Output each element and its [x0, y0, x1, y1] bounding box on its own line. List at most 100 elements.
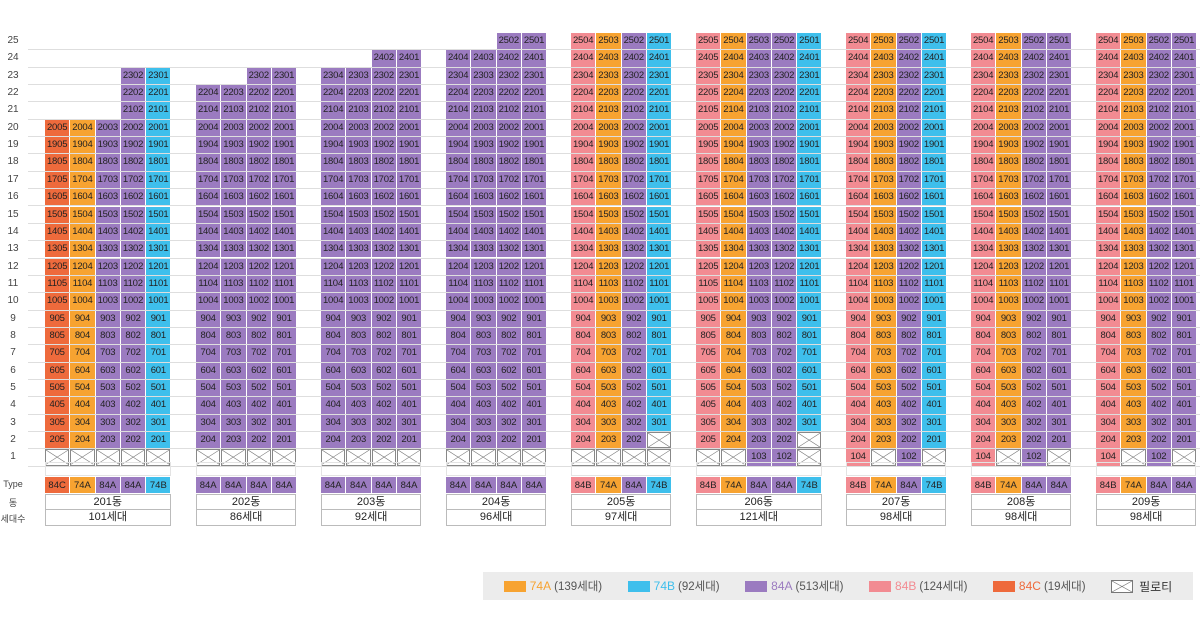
unit-cell: 604 [571, 362, 596, 379]
unit-cell: 803 [346, 327, 371, 345]
unit-cell: 1904 [721, 137, 746, 154]
unit-cell: 401 [921, 397, 947, 414]
unit-cell: 1202 [1146, 258, 1171, 275]
unit-cell: 601 [396, 362, 422, 379]
unit-cell: 1504 [971, 206, 996, 223]
unit-cell: 702 [496, 345, 521, 362]
unit-type-cell: 74A [70, 477, 95, 493]
unit-cell: 302 [246, 414, 271, 431]
unit-cell: 1102 [1146, 275, 1171, 293]
unit-cell: 1002 [896, 293, 921, 310]
unit-cell: 1105 [45, 275, 70, 293]
unit-cell: 1203 [221, 258, 246, 275]
unit-cell: 804 [571, 327, 596, 345]
unit-cell: 2501 [921, 33, 947, 50]
unit-cell: 1804 [196, 154, 221, 171]
unit-cell: 804 [846, 327, 871, 345]
floor-gridline [28, 448, 1200, 450]
unit-cell: 204 [321, 432, 346, 449]
unit-cell: 1303 [596, 241, 621, 258]
unit-type-cell: 74B [921, 477, 947, 493]
unit-cell: 2101 [396, 102, 422, 119]
unit-cell: 803 [471, 327, 496, 345]
building-name: 205동 [571, 494, 672, 510]
floor-gridline [28, 309, 1200, 311]
unit-cell: 1605 [45, 189, 70, 206]
unit-cell: 1702 [246, 171, 271, 189]
unit-cell: 402 [771, 397, 797, 414]
unit-cell: 1604 [846, 189, 871, 206]
unit-cell: 102 [896, 449, 921, 466]
unit-type-cell: 84A [746, 477, 771, 493]
unit-cell: 702 [621, 345, 646, 362]
floor-label: 5 [10, 382, 16, 393]
unit-cell: 802 [246, 327, 271, 345]
unit-cell: 2504 [971, 33, 996, 50]
unit-cell: 401 [1171, 397, 1197, 414]
unit-cell: 2302 [1021, 67, 1046, 84]
unit-cell: 1501 [271, 206, 297, 223]
unit-cell: 1505 [696, 206, 721, 223]
unit-cell: 602 [496, 362, 521, 379]
unit-cell: 1704 [721, 171, 746, 189]
unit-cell: 901 [521, 310, 547, 327]
unit-cell: 1601 [521, 189, 547, 206]
unit-cell: 1501 [1171, 206, 1197, 223]
unit-cell: 1704 [571, 171, 596, 189]
floor-label: 22 [7, 87, 19, 99]
unit-cell: 1005 [45, 293, 70, 310]
unit-cell: 905 [45, 310, 70, 327]
unit-cell: 304 [1096, 414, 1121, 431]
unit-type-cell: 84C [45, 477, 70, 493]
unit-type-cell: 84A [1046, 477, 1072, 493]
unit-cell: 801 [921, 327, 947, 345]
unit-cell: 103 [746, 449, 771, 466]
unit-type-cell: 84A [1021, 477, 1046, 493]
spacer-box [321, 462, 422, 476]
unit-cell: 1501 [396, 206, 422, 223]
unit-cell: 1004 [971, 293, 996, 310]
unit-cell: 1104 [321, 275, 346, 293]
unit-cell: 301 [921, 414, 947, 431]
unit-cell: 1302 [771, 241, 797, 258]
unit-type-cell: 84A [371, 477, 396, 493]
unit-cell: 504 [846, 380, 871, 397]
unit-cell: 304 [196, 414, 221, 431]
unit-cell: 1701 [396, 171, 422, 189]
unit-cell: 401 [521, 397, 547, 414]
unit-cell: 2104 [971, 102, 996, 119]
unit-cell: 904 [1096, 310, 1121, 327]
unit-cell: 1603 [95, 189, 120, 206]
unit-cell: 1603 [471, 189, 496, 206]
unit-cell: 1703 [346, 171, 371, 189]
unit-cell: 2104 [846, 102, 871, 119]
unit-cell: 2503 [871, 33, 896, 50]
unit-cell: 1803 [1121, 154, 1146, 171]
unit-cell: 2202 [371, 85, 396, 102]
unit-cell: 604 [721, 362, 746, 379]
unit-type-cell: 84A [771, 477, 797, 493]
floor-gridline [28, 326, 1200, 328]
unit-cell: 2105 [696, 102, 721, 119]
unit-cell: 2501 [1046, 33, 1072, 50]
unit-cell: 704 [846, 345, 871, 362]
unit-cell: 203 [746, 432, 771, 449]
unit-cell: 201 [521, 432, 547, 449]
unit-cell: 1103 [95, 275, 120, 293]
unit-cell: 2302 [496, 67, 521, 84]
unit-cell: 904 [321, 310, 346, 327]
legend-item-74a: 74A (139세대) [503, 578, 602, 594]
unit-cell: 1304 [971, 241, 996, 258]
unit-cell: 1903 [1121, 137, 1146, 154]
unit-cell: 2302 [120, 67, 146, 84]
unit-cell: 1003 [871, 293, 896, 310]
unit-type-cell: 74A [996, 477, 1021, 493]
unit-cell: 2405 [696, 50, 721, 67]
unit-cell: 1704 [321, 171, 346, 189]
unit-cell: 2204 [571, 85, 596, 102]
unit-cell: 204 [721, 432, 746, 449]
unit-cell: 1904 [446, 137, 471, 154]
unit-type-cell: 84A [1146, 477, 1171, 493]
unit-cell: 1404 [571, 223, 596, 241]
unit-type-cell: 84B [696, 477, 721, 493]
